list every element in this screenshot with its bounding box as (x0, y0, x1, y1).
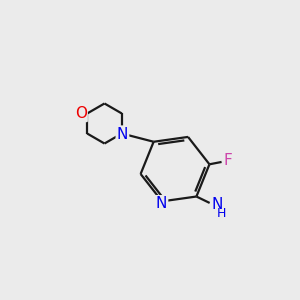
Text: N: N (156, 196, 167, 211)
Text: N: N (212, 197, 223, 212)
Text: O: O (75, 106, 87, 121)
Text: H: H (217, 207, 226, 220)
Text: N: N (117, 127, 128, 142)
Text: F: F (223, 153, 232, 168)
